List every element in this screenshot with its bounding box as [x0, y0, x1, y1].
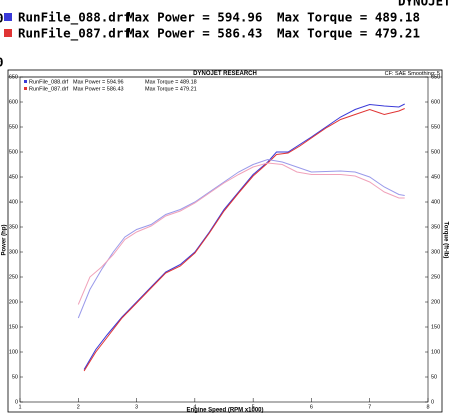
- y-tick-label: 150: [9, 324, 18, 330]
- y-tick-label: 100: [9, 349, 18, 355]
- legend-swatch: [4, 29, 12, 37]
- y2-tick-label: 400: [431, 199, 440, 205]
- legend-file: RunFile_088.drf: [29, 79, 69, 85]
- brand: DYNOJET R: [398, 0, 450, 9]
- y-axis-title: Power (hp): [2, 224, 8, 255]
- x-tick-label: 8: [426, 404, 429, 410]
- x-tick-label: 5: [252, 404, 255, 410]
- y-tick-label: 300: [9, 249, 18, 255]
- x-tick-label: 2: [77, 404, 80, 410]
- y-tick-label: 550: [9, 124, 18, 130]
- x-tick-label: 7: [368, 404, 371, 410]
- x-tick-label: 3: [135, 404, 138, 410]
- series-line: [77, 158, 405, 319]
- legend-swatch: [24, 80, 27, 83]
- legend-torque: Max Torque = 489.18: [145, 79, 197, 85]
- legend-torque: Max Torque = 479.21: [277, 26, 420, 41]
- y2-tick-label: 250: [431, 274, 440, 280]
- y2-tick-label: 450: [431, 174, 440, 180]
- y2-tick-label: 550: [431, 124, 440, 130]
- y-tick-label: 450: [9, 174, 18, 180]
- y-tick-label: 250: [9, 274, 18, 280]
- y-tick-label: 350: [9, 224, 18, 230]
- x-tick-label: 4: [193, 404, 196, 410]
- legend-file: RunFile_087.drf: [18, 26, 131, 42]
- y2-axis-title: Torque (ft-lb): [442, 222, 448, 259]
- x-axis-title: Engine Speed (RPM x1000): [186, 408, 263, 414]
- legend-file: RunFile_088.drf: [18, 10, 131, 26]
- y-tick-label: 500: [9, 149, 18, 155]
- y2-tick-label: 500: [431, 149, 440, 155]
- y-tick-label: 0: [15, 399, 18, 405]
- chart-title: DYNOJET RESEARCH: [193, 71, 257, 77]
- y-tick-label: 200: [9, 299, 18, 305]
- x-tick-label: 1: [18, 404, 21, 410]
- legend-power: Max Power = 594.96: [127, 10, 262, 25]
- legend-torque: Max Torque = 489.18: [277, 10, 420, 25]
- legend-torque: Max Torque = 479.21: [145, 86, 197, 92]
- legend-power: Max Power = 586.43: [73, 86, 124, 92]
- y2-tick-label: 200: [431, 299, 440, 305]
- series-line: [77, 162, 405, 305]
- y2-tick-label: 0: [431, 399, 434, 405]
- y2-tick-label: 150: [431, 324, 440, 330]
- y-tick-label: 400: [9, 199, 18, 205]
- edge-label: 0: [0, 55, 4, 70]
- frame: [7, 69, 443, 413]
- y-tick-label: 650: [9, 74, 18, 80]
- edge-label: 0: [0, 11, 4, 26]
- y2-tick-label: 300: [431, 249, 440, 255]
- plot-area: [19, 76, 429, 403]
- y2-tick-label: 50: [431, 374, 437, 380]
- subtitle: CF: SAE Smoothing: 5: [385, 71, 440, 77]
- y-tick-label: 50: [12, 374, 18, 380]
- legend-swatch: [24, 87, 27, 90]
- y2-tick-label: 650: [431, 74, 440, 80]
- legend-power: Max Power = 594.96: [73, 79, 124, 85]
- x-tick-label: 6: [310, 404, 313, 410]
- legend-swatch: [4, 13, 12, 21]
- series-line: [83, 108, 405, 372]
- y2-tick-label: 600: [431, 99, 440, 105]
- legend-power: Max Power = 586.43: [127, 26, 262, 41]
- series-line: [83, 103, 405, 370]
- y-tick-label: 600: [9, 99, 18, 105]
- y2-tick-label: 100: [431, 349, 440, 355]
- y2-tick-label: 350: [431, 224, 440, 230]
- legend-file: RunFile_087.drf: [29, 86, 69, 92]
